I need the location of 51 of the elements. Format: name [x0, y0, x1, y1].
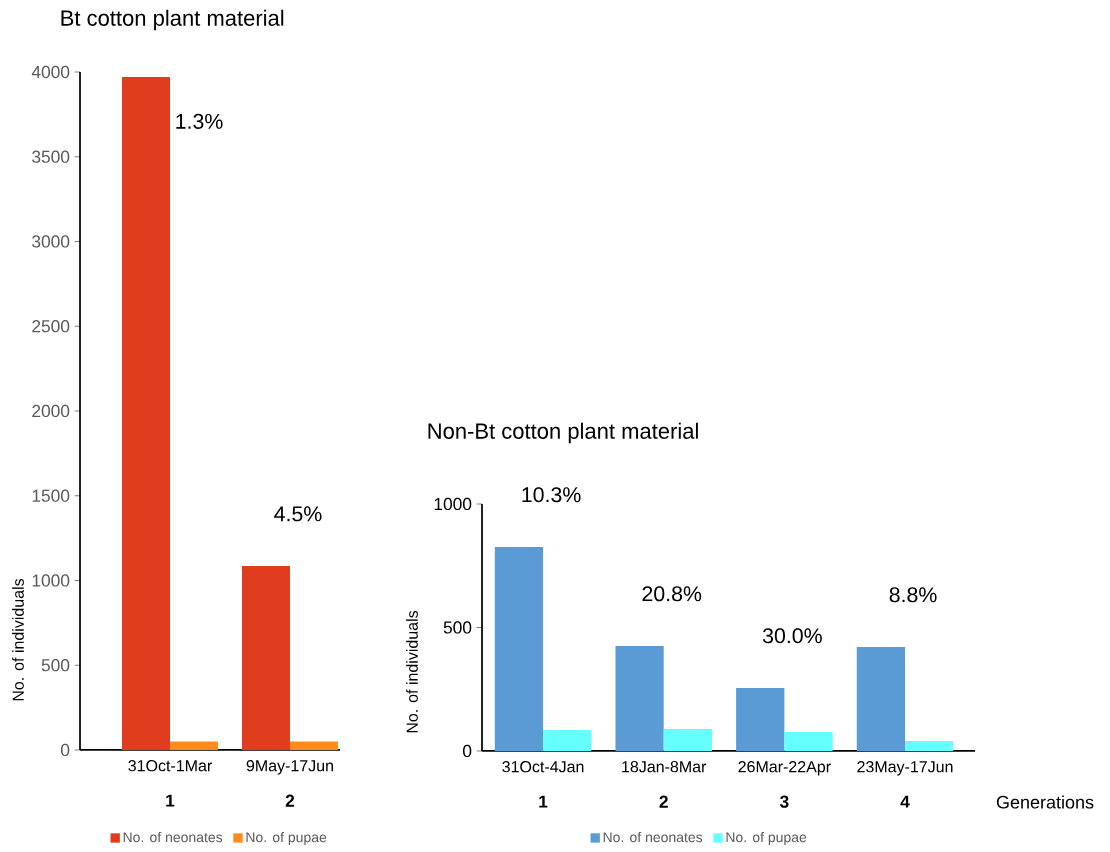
y-tick-label: 0: [60, 743, 70, 757]
text: 3: [779, 795, 789, 808]
y-tick-label: 4000: [31, 65, 70, 79]
text: 1: [539, 795, 548, 808]
y-tick-label: 1000: [32, 574, 70, 587]
annotation: 30.0%: [762, 628, 822, 644]
bar: [856, 647, 906, 751]
bar: [169, 741, 218, 750]
bar: [736, 688, 785, 751]
y-tick-label: 500: [41, 659, 70, 672]
y-tick-label: 500: [443, 621, 472, 634]
y-tick-label: 1500: [32, 489, 70, 502]
chart-title: Bt cotton plant material: [61, 9, 284, 31]
x-tick-label: 31Oct-4Jan: [502, 761, 584, 773]
y-tick-label: 1000: [434, 497, 472, 511]
bar: [494, 546, 544, 751]
text: 10.3%: [522, 487, 581, 503]
y-axis-title: No. of individuals: [12, 578, 24, 701]
x-tick-label: 31Oct-1Mar: [128, 760, 212, 772]
bar: [289, 741, 338, 750]
bar: [241, 566, 290, 750]
legend-label: No. of pupae: [726, 831, 807, 845]
y-tick-label: 0: [462, 744, 472, 758]
text: 1: [166, 794, 175, 807]
y-tick-label: 2500: [32, 320, 70, 333]
bar: [663, 729, 712, 751]
y-tick-label: 3500: [32, 150, 70, 163]
x-tick-label: 23May-17Jun: [857, 761, 953, 776]
text: 4: [900, 795, 910, 808]
x-tick-label: 9May-17Jun: [246, 760, 333, 775]
chart-title: Non-Bt cotton plant material: [428, 422, 698, 444]
text: 2: [285, 794, 295, 807]
legend-label: No. of neonates: [603, 831, 703, 843]
y-tick-label: 2000: [32, 404, 70, 418]
bar: [905, 741, 954, 751]
annotation: 1.3%: [176, 113, 223, 129]
y-axis-title: No. of individuals: [406, 610, 418, 733]
bar: [784, 731, 833, 751]
text: 2: [659, 795, 668, 808]
annotation: 20.8%: [642, 586, 702, 602]
bar: [543, 729, 592, 751]
x-tick-label: 18Jan-8Mar: [622, 761, 707, 773]
legend-label: No. of neonates: [123, 831, 223, 843]
x-tick-label: 26Mar-22Apr: [738, 761, 831, 776]
bar: [122, 77, 170, 750]
annotation: 4.5%: [274, 506, 322, 522]
annotation: 8.8%: [889, 587, 937, 603]
y-tick-label: 3000: [32, 235, 70, 248]
legend-label: No. of pupae: [246, 831, 327, 845]
x-axis-title: Generations: [996, 795, 1094, 809]
bar: [615, 646, 664, 751]
